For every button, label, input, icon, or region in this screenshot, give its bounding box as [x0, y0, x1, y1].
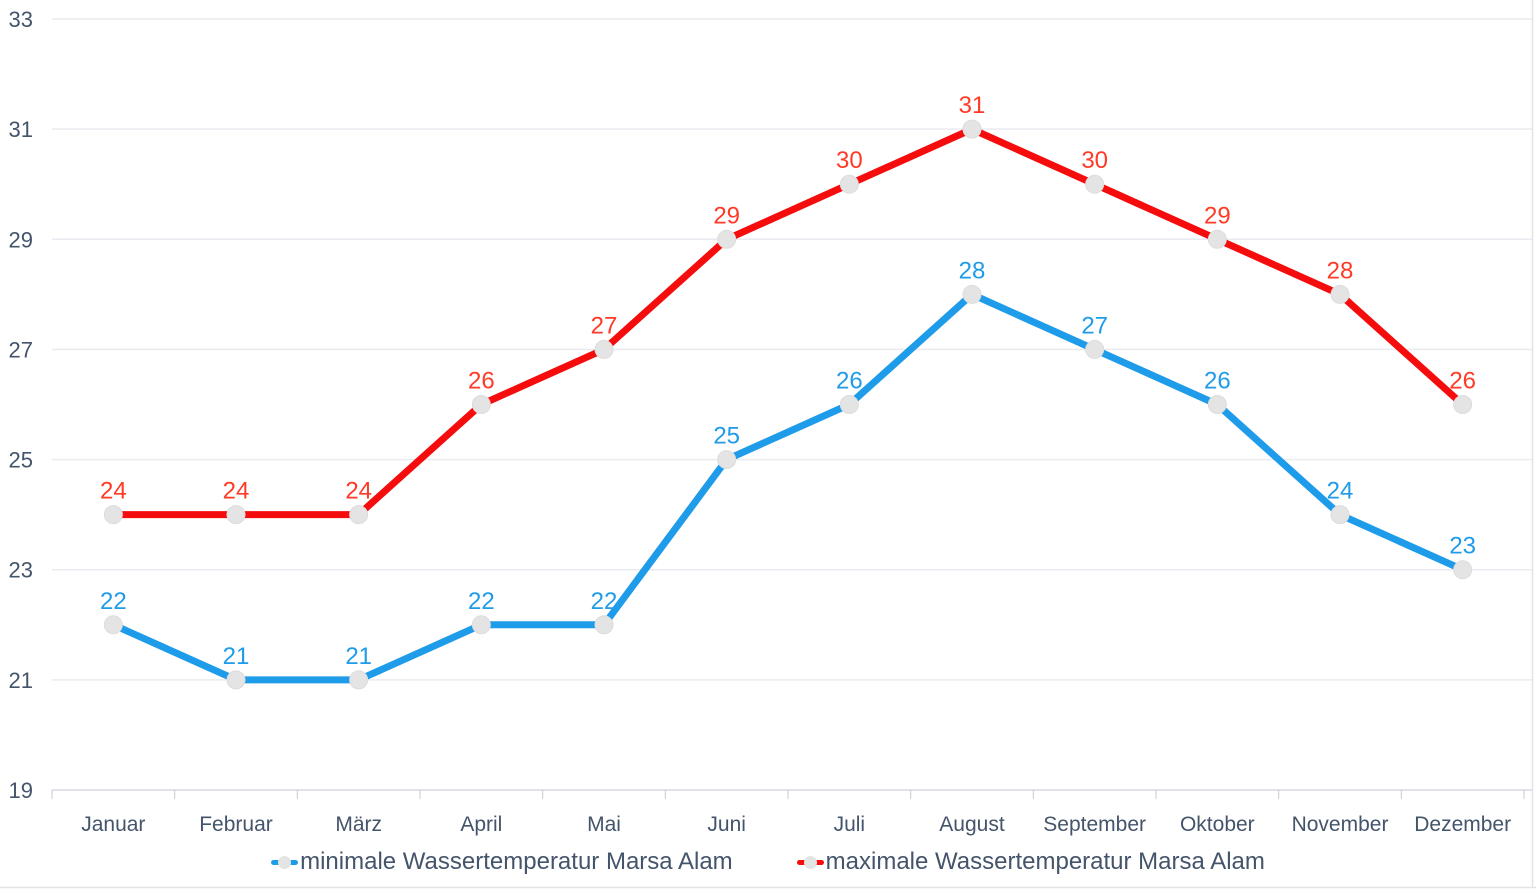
data-point-marker[interactable]	[717, 450, 737, 470]
data-label: 24	[100, 478, 127, 505]
data-label: 22	[591, 588, 618, 615]
data-point-marker[interactable]	[471, 615, 491, 635]
x-axis-category-label: Mai	[587, 813, 621, 836]
data-label: 29	[713, 202, 740, 229]
y-axis-tick-label: 29	[9, 227, 33, 252]
data-point-marker[interactable]	[1085, 174, 1105, 194]
data-label: 22	[100, 588, 127, 615]
data-label: 28	[959, 257, 986, 284]
x-axis-category-label: Januar	[81, 813, 145, 836]
x-axis-category-label: April	[460, 813, 502, 836]
data-label: 28	[1327, 257, 1354, 284]
data-label: 27	[591, 312, 618, 339]
data-label: 25	[713, 423, 740, 450]
data-label: 24	[1327, 478, 1354, 505]
data-label: 23	[1449, 533, 1476, 560]
series-line-maximale[interactable]	[109, 125, 1467, 519]
x-axis-category-label: September	[1043, 813, 1146, 836]
data-point-marker[interactable]	[717, 229, 737, 249]
data-label: 24	[223, 478, 250, 505]
data-point-marker[interactable]	[226, 670, 246, 690]
legend-min-dot	[278, 855, 292, 869]
data-point-marker[interactable]	[962, 284, 982, 304]
y-axis-tick-label: 27	[9, 337, 33, 362]
data-point-marker[interactable]	[226, 505, 246, 525]
data-label: 26	[1204, 368, 1231, 395]
data-point-marker[interactable]	[1207, 229, 1227, 249]
data-point-marker[interactable]	[1330, 505, 1350, 525]
data-label: 29	[1204, 202, 1231, 229]
data-point-marker[interactable]	[103, 615, 123, 635]
data-point-marker[interactable]	[839, 174, 859, 194]
data-label: 22	[468, 588, 495, 615]
x-axis-category-label: März	[335, 813, 382, 836]
data-point-marker[interactable]	[349, 505, 369, 525]
data-point-marker[interactable]	[471, 395, 491, 414]
data-point-marker[interactable]	[1085, 339, 1105, 359]
data-label: 27	[1081, 312, 1108, 339]
data-label: 31	[959, 92, 986, 119]
data-label: 26	[1449, 368, 1476, 395]
data-point-marker[interactable]	[1207, 395, 1227, 414]
x-axis-category-label: Juni	[707, 813, 746, 836]
legend-min-label: minimale Wassertemperatur Marsa Alam	[300, 848, 733, 875]
data-label: 21	[345, 643, 372, 670]
data-point-marker[interactable]	[594, 339, 614, 359]
legend-max-dot	[803, 855, 817, 869]
x-axis-category-label: November	[1292, 813, 1389, 836]
data-point-marker[interactable]	[594, 615, 614, 635]
legend-item-minimale[interactable]: minimale Wassertemperatur Marsa Alam	[271, 848, 733, 876]
x-axis-category-label: Dezember	[1414, 813, 1511, 836]
data-point-marker[interactable]	[349, 670, 369, 690]
y-axis-tick-label: 31	[9, 117, 33, 142]
x-axis-category-label: Juli	[834, 813, 866, 836]
data-point-marker[interactable]	[962, 119, 982, 139]
chart-legend: minimale Wassertemperatur Marsa Alam max…	[0, 848, 1536, 876]
y-axis-tick-label: 23	[9, 558, 33, 583]
data-point-marker[interactable]	[839, 395, 859, 414]
x-axis-category-label: Oktober	[1180, 813, 1255, 836]
data-label: 26	[468, 368, 495, 395]
y-axis-tick-label: 21	[9, 668, 33, 693]
legend-max-marker-icon	[796, 855, 824, 870]
data-label: 30	[1081, 147, 1108, 174]
data-point-marker[interactable]	[1453, 560, 1473, 580]
x-axis-category-label: Februar	[199, 813, 273, 836]
x-axis-category-label: August	[939, 813, 1005, 836]
series-line-minimale[interactable]	[109, 290, 1467, 684]
data-label: 21	[223, 643, 250, 670]
data-point-marker[interactable]	[1330, 284, 1350, 304]
data-label: 26	[836, 368, 863, 395]
data-label: 24	[345, 478, 372, 505]
legend-min-marker-icon	[271, 855, 299, 870]
legend-max-label: maximale Wassertemperatur Marsa Alam	[825, 848, 1265, 875]
y-axis-tick-label: 33	[9, 7, 33, 32]
y-axis-tick-label: 25	[9, 448, 33, 473]
data-label: 30	[836, 147, 863, 174]
data-point-marker[interactable]	[1453, 395, 1473, 414]
data-point-marker[interactable]	[103, 505, 123, 525]
legend-item-maximale[interactable]: maximale Wassertemperatur Marsa Alam	[796, 848, 1265, 876]
y-axis-tick-label: 19	[9, 778, 33, 803]
